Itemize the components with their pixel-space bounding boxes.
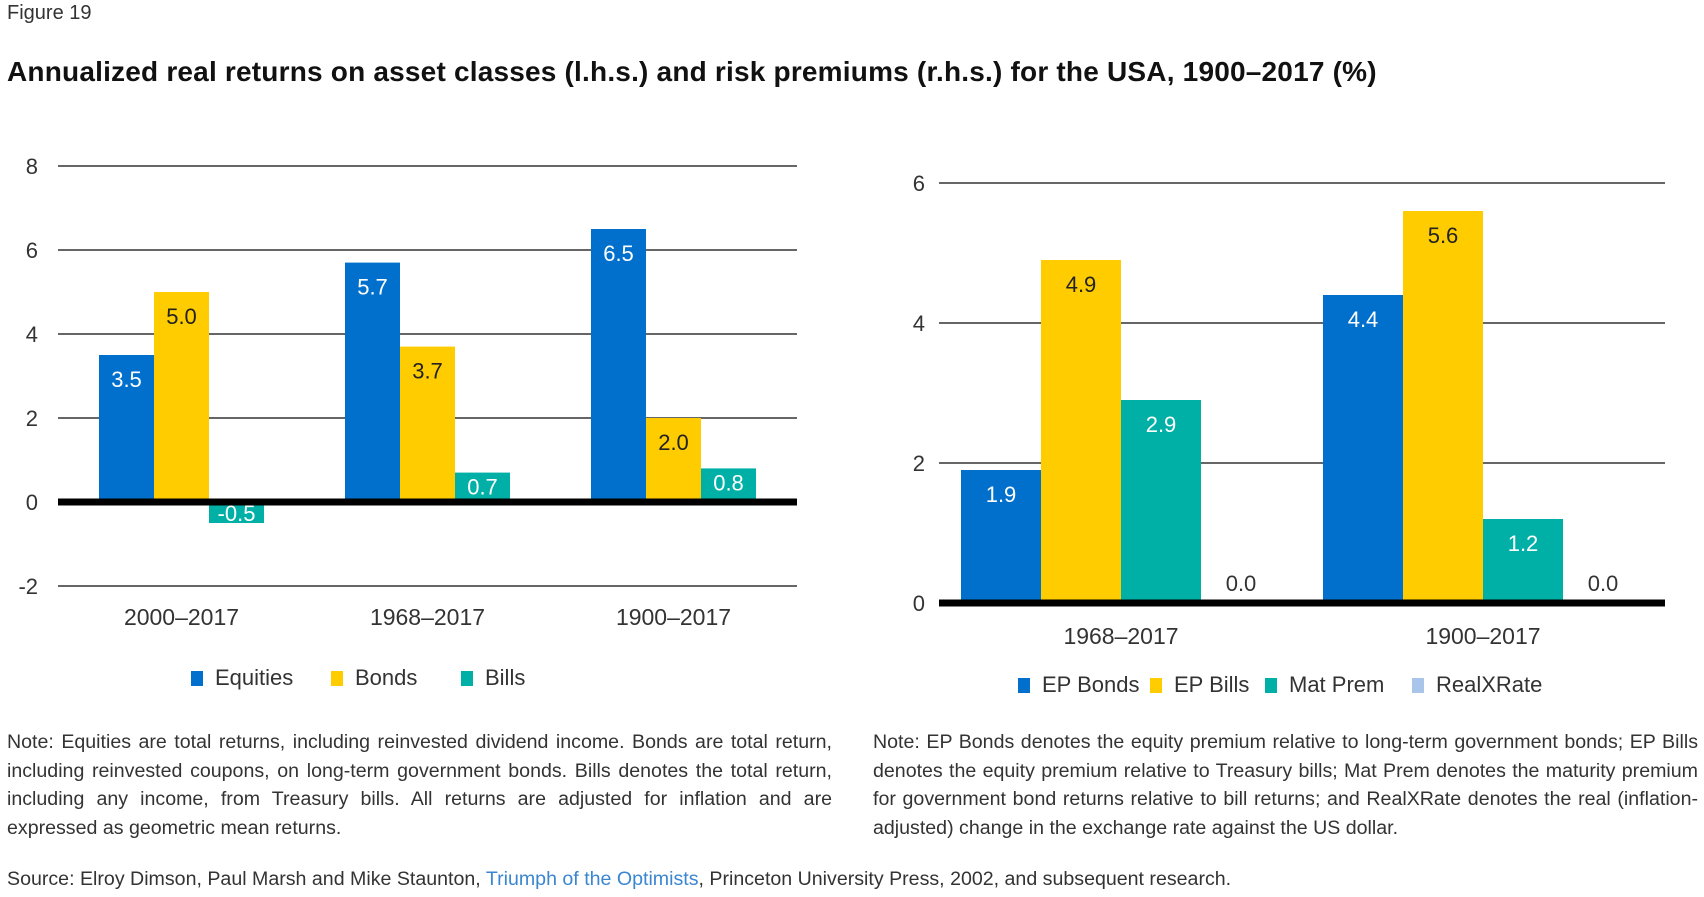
right-chart-risk-premiums: 6 4 2 0 1.9 4.9 2.9 0.0 1968–2017 4.4 5.6 1.2 0.0 190… <box>913 171 1665 697</box>
bar-bonds <box>646 418 701 502</box>
source-prefix: Source: Elroy Dimson, Paul Marsh and Mik… <box>7 868 486 890</box>
x-category-label: 1900–2017 <box>616 604 731 630</box>
data-label-bonds: 3.7 <box>412 359 443 384</box>
data-label-mat-prem: 1.2 <box>1508 531 1539 556</box>
legend-item-ep-bonds: EP Bonds <box>1018 672 1139 697</box>
bar-bills <box>455 472 510 502</box>
bar-bills <box>701 468 756 502</box>
data-label-bills: 0.7 <box>467 475 498 500</box>
bar-ep-bills <box>1041 260 1121 603</box>
left-chart-asset-returns: 86420-23.55.0-0.52000–20175.73.70.71968–… <box>18 154 797 690</box>
bar-ep-bonds <box>1323 295 1403 603</box>
data-label-bonds: 5.0 <box>166 304 197 329</box>
legend-label: RealXRate <box>1436 672 1542 697</box>
x-category-label: 1968–2017 <box>1063 623 1178 649</box>
y-tick-label: 4 <box>913 311 925 336</box>
legend-swatch <box>1150 678 1162 693</box>
y-tick-label: 6 <box>913 171 925 196</box>
x-category-label: 2000–2017 <box>124 604 239 630</box>
data-label-realxrate: 0.0 <box>1226 571 1257 596</box>
legend-label: EP Bills <box>1174 672 1249 697</box>
data-label-equities: 6.5 <box>603 241 634 266</box>
data-label-equities: 3.5 <box>111 367 142 392</box>
data-label-ep-bonds: 1.9 <box>986 482 1017 507</box>
bar-mat-prem <box>1121 400 1201 603</box>
legend-label: Mat Prem <box>1289 672 1384 697</box>
figure-label: Figure 19 <box>7 2 92 24</box>
y-tick-label: -2 <box>18 574 38 599</box>
data-label-bills: 0.8 <box>713 470 744 495</box>
legend-item-bills: Bills <box>461 665 525 690</box>
source-book-link[interactable]: Triumph of the Optimists <box>485 868 699 890</box>
legend-item-realxrate: RealXRate <box>1412 672 1542 697</box>
data-label-equities: 5.7 <box>357 275 388 300</box>
y-tick-label: 2 <box>26 406 38 431</box>
bar-bonds <box>400 346 455 502</box>
figure-title: Annualized real returns on asset classes… <box>7 56 1377 87</box>
bar-bonds <box>154 292 209 502</box>
x-category-label: 1900–2017 <box>1425 623 1540 649</box>
legend-swatch <box>1018 678 1030 693</box>
y-tick-label: 0 <box>26 490 38 515</box>
legend-item-bonds: Bonds <box>331 665 417 690</box>
charts-canvas: 86420-23.55.0-0.52000–20175.73.70.71968–… <box>18 154 1665 697</box>
y-tick-label: 0 <box>913 591 925 616</box>
bar-mat-prem <box>1483 519 1563 603</box>
note-right: Note: EP Bonds denotes the equity premiu… <box>873 731 1698 839</box>
source-line: Source: Elroy Dimson, Paul Marsh and Mik… <box>7 868 1231 891</box>
legend-item-equities: Equities <box>191 665 293 690</box>
legend-swatch <box>1265 678 1277 693</box>
bar-bills <box>209 502 264 523</box>
legend-item-mat-prem: Mat Prem <box>1265 672 1384 697</box>
bar-equities <box>99 355 154 502</box>
bar-equities <box>591 229 646 502</box>
data-label-ep-bonds: 4.4 <box>1348 307 1379 332</box>
bar-ep-bonds <box>961 470 1041 603</box>
legend-label: Bills <box>485 665 525 690</box>
data-label-bonds: 2.0 <box>658 430 689 455</box>
bar-equities <box>345 262 400 502</box>
legend-label: Bonds <box>355 665 417 690</box>
legend-label: EP Bonds <box>1042 672 1139 697</box>
legend-label: Equities <box>215 665 293 690</box>
bar-ep-bills <box>1403 211 1483 603</box>
source-suffix: , Princeton University Press, 2002, and … <box>698 868 1232 890</box>
legend-swatch <box>191 671 203 686</box>
y-tick-label: 4 <box>26 322 38 347</box>
note-left: Note: Equities are total returns, includ… <box>7 731 832 839</box>
legend-item-ep-bills: EP Bills <box>1150 672 1249 697</box>
data-label-mat-prem: 2.9 <box>1146 412 1177 437</box>
data-label-realxrate: 0.0 <box>1588 571 1619 596</box>
y-tick-label: 2 <box>913 451 925 476</box>
legend-swatch <box>331 671 343 686</box>
data-label-ep-bills: 4.9 <box>1066 272 1097 297</box>
y-tick-label: 6 <box>26 238 38 263</box>
y-tick-label: 8 <box>26 154 38 179</box>
legend-swatch <box>1412 678 1424 693</box>
x-category-label: 1968–2017 <box>370 604 485 630</box>
data-label-ep-bills: 5.6 <box>1428 223 1459 248</box>
legend-swatch <box>461 671 473 686</box>
